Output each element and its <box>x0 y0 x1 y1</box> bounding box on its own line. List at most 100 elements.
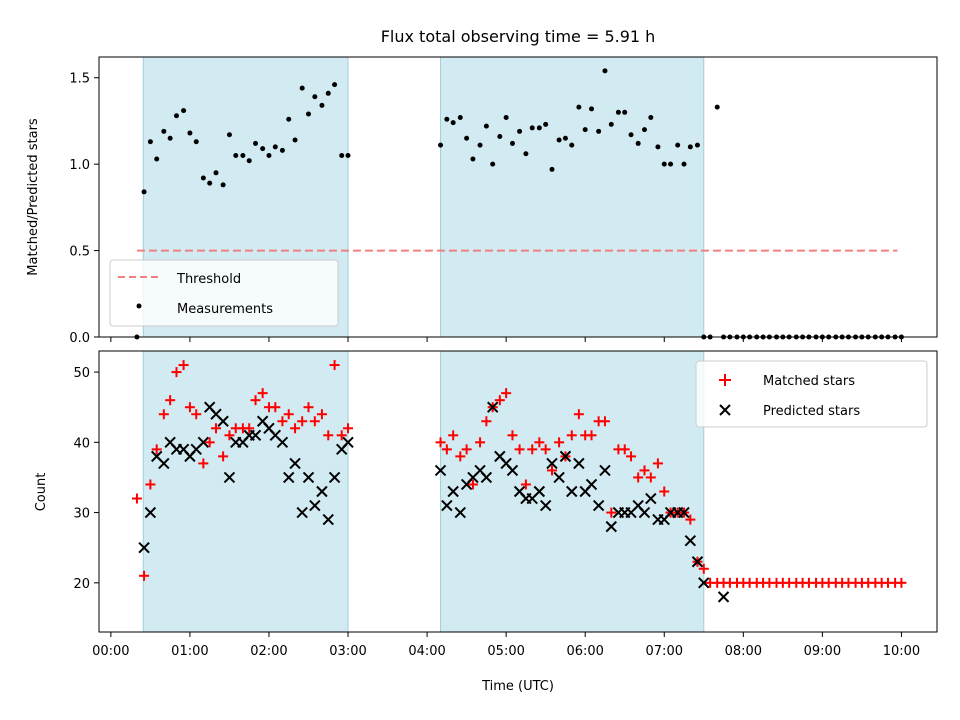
x-tick-label: 10:00 <box>883 644 920 659</box>
y-tick-label: 0.0 <box>69 331 90 346</box>
measurement-point <box>332 82 338 88</box>
predicted-star-point <box>684 534 697 547</box>
measurement-point <box>266 153 272 159</box>
measurement-point <box>193 139 199 145</box>
predicted-star-point <box>447 485 459 498</box>
measurement-point <box>325 90 331 96</box>
ratio-plot-frame <box>98 56 938 338</box>
measurement-point <box>220 182 226 188</box>
measurement-point <box>668 161 674 167</box>
matched-star-point <box>435 437 446 448</box>
predicted-star-point <box>691 556 704 568</box>
measurement-point <box>233 153 239 159</box>
matched-star-point <box>652 458 663 469</box>
measurement-point <box>438 142 444 148</box>
measurement-point <box>549 166 555 172</box>
predicted-star-point <box>283 471 295 484</box>
predicted-star-point <box>566 485 578 498</box>
measurement-point <box>635 140 641 146</box>
count-legend-box <box>695 360 928 428</box>
matched-star-point <box>599 416 610 427</box>
matched-star-point <box>573 409 584 420</box>
matched-star-point <box>139 570 150 581</box>
count-y-axis-label: Count <box>34 473 49 512</box>
measurement-point <box>200 175 206 181</box>
measurement-point <box>509 140 515 146</box>
matched-stars-legend-swatch <box>719 374 731 386</box>
ratio-x-axis-ticks <box>110 337 902 342</box>
measurement-point <box>582 127 588 133</box>
matched-star-point <box>698 563 709 574</box>
matched-star-point <box>507 430 518 441</box>
x-tick-label: 06:00 <box>566 644 603 659</box>
predicted-star-point <box>197 436 210 449</box>
measurement-point <box>556 137 562 143</box>
measurement-point <box>226 132 232 138</box>
time-x-axis: 00:00 01:00 02:00 03:00 04:00 05:00 06:00 07:00… <box>92 632 920 659</box>
predicted-stars-legend-swatch <box>719 404 731 416</box>
matched-star-point <box>586 430 597 441</box>
matched-star-point <box>250 395 261 406</box>
matched-star-point <box>270 402 281 413</box>
measurement-point <box>529 125 535 131</box>
measurement-point <box>477 142 483 148</box>
measurement-point <box>213 170 219 176</box>
predicted-star-point <box>276 436 289 449</box>
ratio-panel: 0.0 0.5 1.0 1.5 Matched/Predicted stars Thr… <box>26 56 938 346</box>
measurement-point <box>240 153 246 159</box>
measurements-series <box>134 68 904 340</box>
measurement-point <box>207 180 213 186</box>
matched-stars-series <box>131 360 907 588</box>
measurement-point <box>187 130 193 136</box>
predicted-star-point <box>480 471 493 484</box>
measurement-point <box>536 125 542 131</box>
measurement-point <box>173 113 179 119</box>
measurements-legend-label: Measurements <box>177 302 273 317</box>
predicted-star-point <box>559 450 572 463</box>
y-tick-label: 20 <box>73 577 90 592</box>
predicted-star-point <box>585 478 598 491</box>
measurement-point <box>141 189 147 195</box>
predicted-star-point <box>678 506 690 519</box>
measurement-point <box>596 128 602 134</box>
matched-star-point <box>475 437 486 448</box>
predicted-star-point <box>138 541 150 554</box>
y-tick-label: 50 <box>73 366 90 381</box>
predicted-star-point <box>533 485 546 498</box>
measurement-point <box>687 144 693 150</box>
matched-star-point <box>501 388 512 399</box>
matched-star-point <box>467 479 478 490</box>
measurement-point <box>286 116 292 122</box>
measurement-point <box>154 156 160 162</box>
matched-star-point <box>224 430 235 441</box>
matched-star-point <box>309 416 320 427</box>
matched-star-point <box>520 479 531 490</box>
matched-star-point <box>527 444 538 455</box>
matched-star-point <box>184 402 195 413</box>
ratio-legend: Threshold Measurements <box>109 259 339 327</box>
matched-star-point <box>178 360 189 371</box>
predicted-star-point <box>539 499 552 512</box>
predicted-star-point <box>302 471 315 484</box>
measurement-point <box>345 153 351 159</box>
x-tick-label: 07:00 <box>646 644 683 659</box>
matched-star-point <box>171 367 182 378</box>
measurement-point <box>483 123 489 129</box>
matched-star-point <box>645 472 656 483</box>
measurement-point <box>470 156 476 162</box>
predicted-star-point <box>441 499 453 512</box>
measurement-point <box>661 161 667 167</box>
predicted-star-point <box>249 429 262 442</box>
matched-star-point <box>659 486 670 497</box>
matched-star-point <box>540 444 551 455</box>
matched-star-point <box>633 472 644 483</box>
y-tick-label: 1.0 <box>69 158 90 173</box>
y-tick-label: 1.5 <box>69 72 90 87</box>
ratio-y-axis-label: Matched/Predicted stars <box>26 118 41 276</box>
measurement-point <box>641 127 647 133</box>
y-tick-label: 30 <box>73 507 90 522</box>
predicted-star-point <box>553 471 565 484</box>
matched-star-point <box>455 451 466 462</box>
x-tick-label: 00:00 <box>92 644 129 659</box>
